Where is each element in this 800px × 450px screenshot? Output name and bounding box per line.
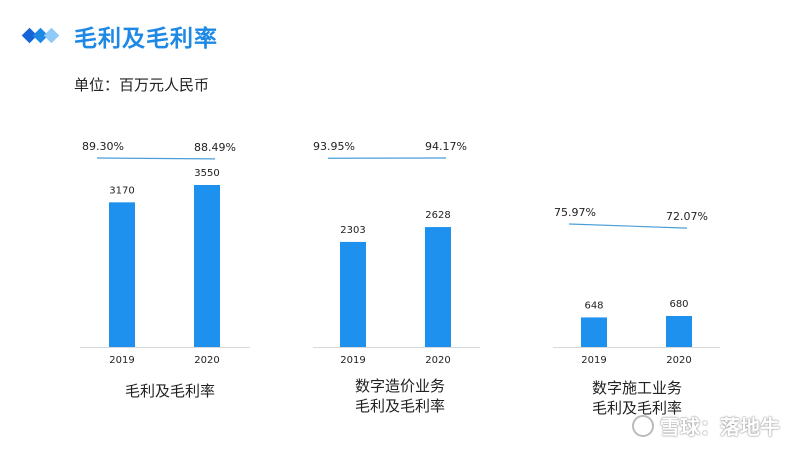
bar xyxy=(425,227,451,347)
x-tick-label: 2020 xyxy=(425,355,450,366)
bar-value-label: 3550 xyxy=(194,168,219,179)
page-title: 毛利及毛利率 xyxy=(74,26,218,52)
margin-rate-label: 75.97% xyxy=(554,206,596,219)
margin-rate-label: 93.95% xyxy=(313,140,355,153)
margin-rate-label: 88.49% xyxy=(194,141,236,154)
bar-value-label: 2628 xyxy=(425,210,450,221)
x-tick-label: 2019 xyxy=(581,355,606,366)
watermark: 雪球：落地牛 xyxy=(632,411,780,440)
x-tick-label: 2020 xyxy=(666,355,691,366)
bar-value-label: 3170 xyxy=(109,185,134,196)
x-tick-label: 2019 xyxy=(340,355,365,366)
watermark-text: 雪球：落地牛 xyxy=(660,415,780,439)
bar xyxy=(666,315,692,347)
caption-line: 毛利及毛利率 xyxy=(124,382,215,400)
x-tick-label: 2020 xyxy=(194,355,219,366)
margin-rate-label: 89.30% xyxy=(82,140,124,153)
bar-value-label: 648 xyxy=(584,300,603,311)
bar-value-label: 680 xyxy=(669,299,688,310)
caption-line: 数字造价业务 xyxy=(354,377,445,395)
caption-line: 毛利及毛利率 xyxy=(354,397,445,415)
bar xyxy=(340,241,366,347)
bar xyxy=(581,317,607,347)
bar xyxy=(109,202,135,347)
unit-label: 单位：百万元人民币 xyxy=(74,76,210,94)
snowball-logo-icon xyxy=(632,414,654,437)
bar xyxy=(194,185,220,347)
margin-rate-label: 94.17% xyxy=(425,140,467,153)
chart-caption: 数字造价业务 毛利及毛利率 xyxy=(290,376,510,416)
header: 毛利及毛利率 xyxy=(21,18,218,54)
margin-rate-line xyxy=(96,157,216,160)
chart-caption: 数字施工业务 毛利及毛利率 xyxy=(527,378,747,418)
margin-rate-label: 72.07% xyxy=(666,210,708,223)
x-tick-label: 2019 xyxy=(109,355,134,366)
caption-line: 数字施工业务 xyxy=(591,379,682,397)
chart-caption: 毛利及毛利率 xyxy=(60,381,280,401)
bar-value-label: 2303 xyxy=(340,225,365,236)
caption-line: 毛利及毛利率 xyxy=(591,399,682,417)
margin-rate-line xyxy=(568,223,688,229)
